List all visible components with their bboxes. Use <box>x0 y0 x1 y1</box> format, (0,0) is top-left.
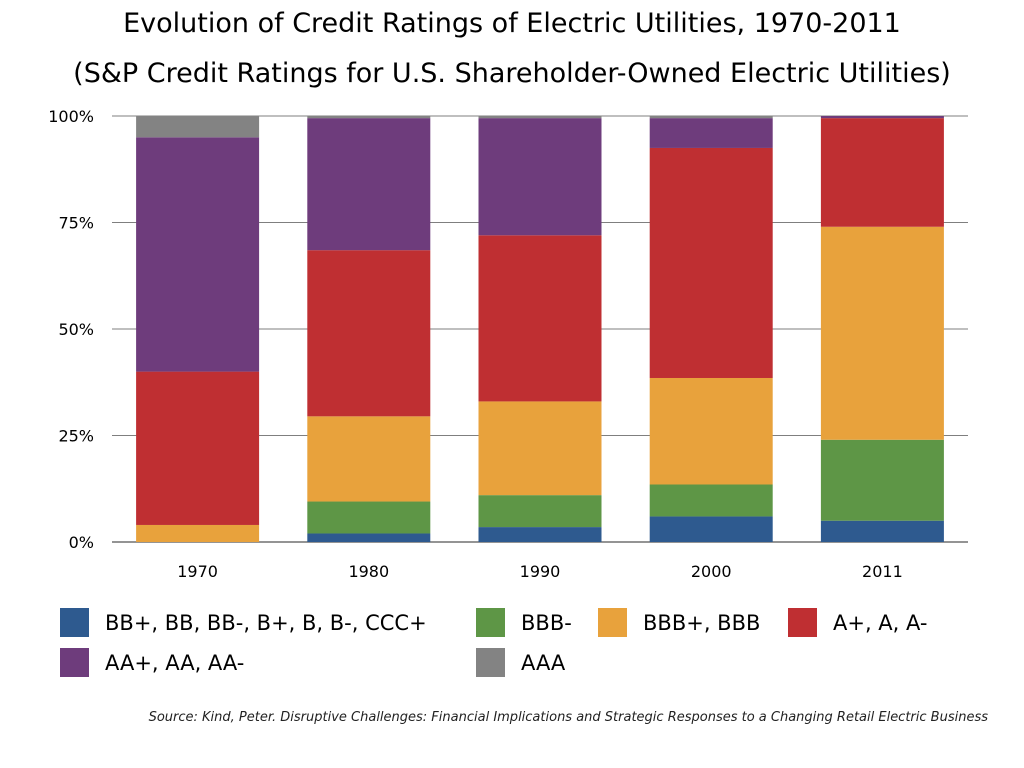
bar-segment <box>649 118 773 148</box>
legend-item: A+, A, A- <box>788 608 928 637</box>
bars <box>136 116 944 542</box>
bar-segment <box>136 524 260 542</box>
bar-segment <box>478 118 602 236</box>
bar-segment <box>649 116 773 119</box>
bar-segment <box>307 116 431 119</box>
x-tick-label: 1990 <box>520 562 561 581</box>
bar-segment <box>307 118 431 251</box>
legend-label: AA+, AA, AA- <box>105 650 245 675</box>
legend-item: BB+, BB, BB-, B+, B, B-, CCC+ <box>60 608 427 637</box>
legend-item: BBB+, BBB <box>598 608 760 637</box>
y-tick-label: 50% <box>58 320 94 339</box>
legend-label: BB+, BB, BB-, B+, B, B-, CCC+ <box>105 610 427 635</box>
bar-segment <box>478 401 602 496</box>
legend-item: AAA <box>476 648 565 677</box>
bar-segment <box>478 235 602 402</box>
legend-label: AAA <box>521 650 566 675</box>
bar-segment <box>478 116 602 119</box>
legend-swatch <box>476 648 505 677</box>
legend-item: BBB- <box>476 608 572 637</box>
legend-item: AA+, AA, AA- <box>60 648 244 677</box>
x-axis-ticks: 1970 1980 1990 2000 2011 <box>177 562 903 581</box>
x-tick-label: 1970 <box>177 562 218 581</box>
y-tick-label: 100% <box>48 107 94 126</box>
legend-swatch <box>60 648 89 677</box>
bar-segment <box>478 495 602 528</box>
y-tick-label: 75% <box>58 214 94 233</box>
y-axis-ticks: 0% 25% 50% 75% 100% <box>48 107 94 552</box>
source-note: Source: Kind, Peter. Disruptive Challeng… <box>148 710 988 725</box>
x-tick-label: 2011 <box>862 562 903 581</box>
bar-segment <box>478 527 602 542</box>
bar-segment <box>136 116 260 138</box>
y-tick-label: 25% <box>58 427 94 446</box>
y-tick-label: 0% <box>69 533 94 552</box>
legend-swatch <box>60 608 89 637</box>
stacked-bar-chart: 0% 25% 50% 75% 100% 1970 1980 1990 2000 2011 <box>48 107 968 581</box>
legend-swatch <box>788 608 817 637</box>
bar-segment <box>820 116 944 119</box>
bar-segment <box>136 137 260 372</box>
legend-label: A+, A, A- <box>833 610 928 635</box>
bar-segment <box>649 147 773 378</box>
bar-segment <box>307 501 431 534</box>
bar-segment <box>649 516 773 542</box>
chart-subtitle: (S&P Credit Ratings for U.S. Shareholder… <box>73 58 951 89</box>
bar-segment <box>820 226 944 440</box>
bar-segment <box>820 439 944 521</box>
chart-title: Evolution of Credit Ratings of Electric … <box>123 8 901 39</box>
bar-segment <box>649 484 773 517</box>
bar-segment <box>307 533 431 542</box>
legend-label: BBB- <box>521 610 572 635</box>
bar-segment <box>307 416 431 502</box>
x-tick-label: 1980 <box>348 562 389 581</box>
bar-segment <box>307 250 431 417</box>
x-tick-label: 2000 <box>691 562 732 581</box>
legend-label: BBB+, BBB <box>643 610 761 635</box>
bar-segment <box>136 371 260 525</box>
bar-segment <box>649 377 773 485</box>
bar-segment <box>820 118 944 227</box>
legend-swatch <box>476 608 505 637</box>
bar-segment <box>820 520 944 542</box>
legend-swatch <box>598 608 627 637</box>
